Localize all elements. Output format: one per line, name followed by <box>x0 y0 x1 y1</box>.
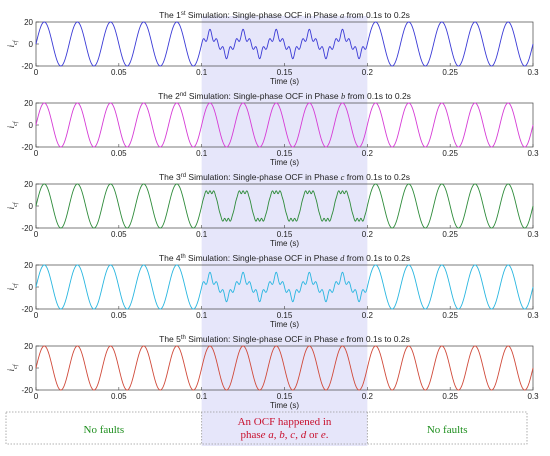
x-tick-label: 0.25 <box>442 311 458 320</box>
chart-panel-3: The 3rd Simulation: Single-phase OCF in … <box>6 172 539 248</box>
x-tick-label: 0.1 <box>196 311 208 320</box>
x-tick-label: 0.05 <box>111 68 127 77</box>
y-tick-label: -20 <box>21 224 33 233</box>
x-axis-label: Time (s) <box>270 158 299 167</box>
x-tick-label: 0.05 <box>111 392 127 401</box>
chart-title: The 5th Simulation: Single-phase OCF in … <box>159 334 410 344</box>
x-tick-label: 0.15 <box>277 311 293 320</box>
note-no-faults-right: No faults <box>427 424 468 436</box>
chart-panel-2: The 2nd Simulation: Single-phase OCF in … <box>6 91 539 167</box>
x-axis-label: Time (s) <box>270 401 299 410</box>
x-tick-label: 0.1 <box>196 230 208 239</box>
y-axis-label: icf <box>6 39 19 47</box>
x-tick-label: 0.25 <box>442 392 458 401</box>
x-tick-label: 0.05 <box>111 230 127 239</box>
x-tick-label: 0 <box>34 392 39 401</box>
y-tick-label: -20 <box>21 386 33 395</box>
y-tick-label: -20 <box>21 305 33 314</box>
chart-title: The 4th Simulation: Single-phase OCF in … <box>159 253 410 263</box>
x-tick-label: 0.1 <box>196 68 208 77</box>
y-axis-label: icf <box>6 201 19 209</box>
y-axis-label: icf <box>6 282 19 290</box>
note-ocf-line2: phase a, b, c, d or e. <box>240 429 328 441</box>
note-no-faults-left: No faults <box>84 424 125 436</box>
y-tick-label: 20 <box>24 342 33 351</box>
chart-title: The 2nd Simulation: Single-phase OCF in … <box>158 91 411 101</box>
x-tick-label: 0.2 <box>362 392 374 401</box>
x-tick-label: 0.25 <box>442 230 458 239</box>
series-line-4 <box>35 264 534 310</box>
x-tick-label: 0.15 <box>277 149 293 158</box>
y-tick-label: -20 <box>21 62 33 71</box>
y-tick-label: 0 <box>29 364 34 373</box>
y-tick-label: 20 <box>24 180 33 189</box>
x-tick-label: 0.2 <box>362 311 374 320</box>
fault-region <box>201 16 368 446</box>
y-tick-label: 0 <box>29 283 34 292</box>
chart-title: The 3rd Simulation: Single-phase OCF in … <box>159 172 410 182</box>
x-tick-label: 0.3 <box>527 149 539 158</box>
chart-panel-4: The 4th Simulation: Single-phase OCF in … <box>6 253 539 329</box>
x-tick-label: 0.1 <box>196 392 208 401</box>
x-tick-label: 0 <box>34 68 39 77</box>
x-tick-label: 0.3 <box>527 68 539 77</box>
chart-panel-1: The 1st Simulation: Single-phase OCF in … <box>6 10 539 86</box>
x-tick-label: 0 <box>34 230 39 239</box>
y-tick-label: 20 <box>24 18 33 27</box>
x-tick-label: 0.2 <box>362 149 374 158</box>
chart-panel-5: The 5th Simulation: Single-phase OCF in … <box>6 334 539 410</box>
x-tick-label: 0.25 <box>442 149 458 158</box>
x-tick-label: 0.05 <box>111 149 127 158</box>
x-tick-label: 0 <box>34 311 39 320</box>
y-tick-label: 20 <box>24 99 33 108</box>
series-line-2 <box>35 102 534 148</box>
x-tick-label: 0.3 <box>527 311 539 320</box>
x-tick-label: 0.25 <box>442 68 458 77</box>
x-tick-label: 0.2 <box>362 230 374 239</box>
series-line-5 <box>35 345 534 391</box>
x-tick-label: 0.15 <box>277 230 293 239</box>
x-tick-label: 0.15 <box>277 68 293 77</box>
x-tick-label: 0.05 <box>111 311 127 320</box>
y-tick-label: -20 <box>21 143 33 152</box>
x-tick-label: 0.3 <box>527 230 539 239</box>
chart-title: The 1st Simulation: Single-phase OCF in … <box>159 10 410 20</box>
x-tick-label: 0.2 <box>362 68 374 77</box>
x-tick-label: 0.1 <box>196 149 208 158</box>
y-axis-label: icf <box>6 120 19 128</box>
x-axis-label: Time (s) <box>270 239 299 248</box>
x-tick-label: 0 <box>34 149 39 158</box>
x-axis-label: Time (s) <box>270 77 299 86</box>
annotation-strip: No faults No faults An OCF happened inphas… <box>5 411 528 445</box>
x-tick-label: 0.3 <box>527 392 539 401</box>
annotation-border <box>5 411 528 445</box>
note-ocf-line1: An OCF happened in <box>238 416 332 428</box>
x-axis-label: Time (s) <box>270 320 299 329</box>
x-tick-label: 0.15 <box>277 392 293 401</box>
y-tick-label: 20 <box>24 261 33 270</box>
y-tick-label: 0 <box>29 202 34 211</box>
y-axis-label: icf <box>6 363 19 371</box>
y-tick-label: 0 <box>29 121 34 130</box>
series-line-3 <box>35 183 534 229</box>
series-line-1 <box>35 21 534 67</box>
y-tick-label: 0 <box>29 40 34 49</box>
